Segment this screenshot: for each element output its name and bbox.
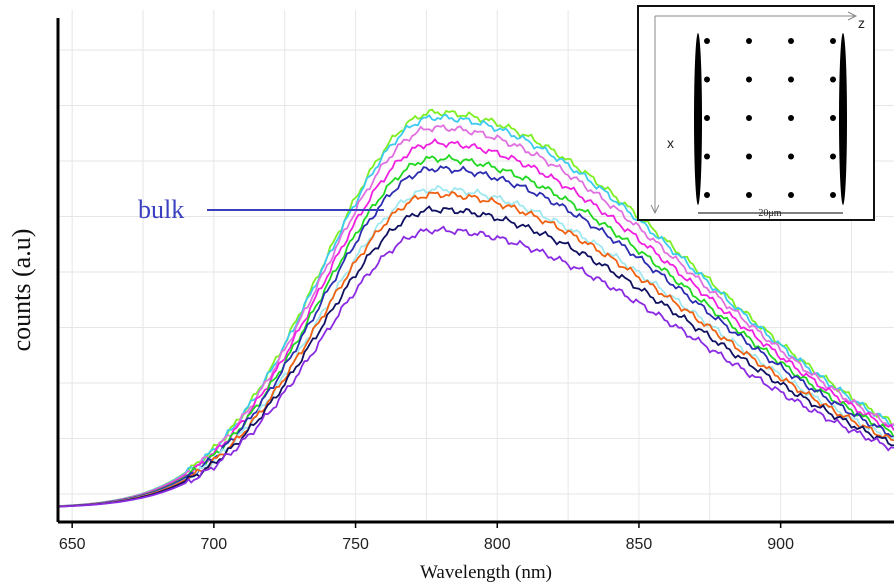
y-axis-title: counts (a.u): [7, 229, 36, 352]
series-line-0: [57, 108, 894, 507]
inset-right-bar: [839, 33, 847, 205]
x-tick-label-700: 700: [201, 536, 228, 553]
inset-dot: [788, 115, 794, 121]
x-ticks: 650 700 750 800 850 900: [59, 522, 794, 553]
inset-x-arrowhead: [650, 204, 660, 215]
inset-dot: [704, 115, 710, 121]
inset-dot: [830, 76, 836, 83]
inset-dot: [788, 153, 794, 160]
inset-left-bar: [694, 33, 702, 205]
series-group: [57, 108, 894, 508]
inset-dot: [746, 192, 752, 198]
bulk-annotation: bulk: [138, 195, 384, 224]
inset-x-label: x: [667, 135, 674, 151]
x-axis-title: Wavelength (nm): [420, 562, 552, 583]
inset-dot: [704, 192, 710, 198]
inset-dot: [704, 38, 710, 44]
series-line-7: [57, 190, 894, 508]
x-tick-label-850: 850: [626, 536, 653, 553]
bulk-label: bulk: [138, 195, 184, 224]
series-line-8: [57, 205, 894, 508]
inset-dot: [830, 153, 836, 160]
inset-dot: [746, 153, 752, 160]
inset-dot: [830, 38, 836, 44]
x-tick-label-650: 650: [59, 536, 86, 553]
inset-dot: [746, 115, 752, 121]
inset-dot: [788, 192, 794, 198]
series-line-9: [57, 225, 894, 508]
inset-dot: [746, 38, 752, 44]
series-line-3: [57, 137, 894, 508]
inset-frame: [637, 5, 875, 221]
series-line-6: [57, 184, 894, 508]
inset-dot: [788, 38, 794, 44]
inset-dot: [704, 153, 710, 160]
inset-dot: [830, 115, 836, 121]
inset-dot: [830, 192, 836, 198]
x-tick-label-750: 750: [342, 536, 369, 553]
inset-z-label: z: [858, 15, 865, 31]
inset-dot-grid: [704, 38, 836, 198]
inset-z-arrowhead: [847, 11, 858, 21]
inset-dot: [704, 76, 710, 83]
x-tick-label-900: 900: [767, 536, 794, 553]
x-tick-label-800: 800: [484, 536, 511, 553]
inset-diagram: z x 20μm: [637, 5, 875, 221]
inset-scale-label: 20μm: [758, 208, 781, 219]
inset-dot: [746, 76, 752, 83]
inset-dot: [788, 76, 794, 83]
